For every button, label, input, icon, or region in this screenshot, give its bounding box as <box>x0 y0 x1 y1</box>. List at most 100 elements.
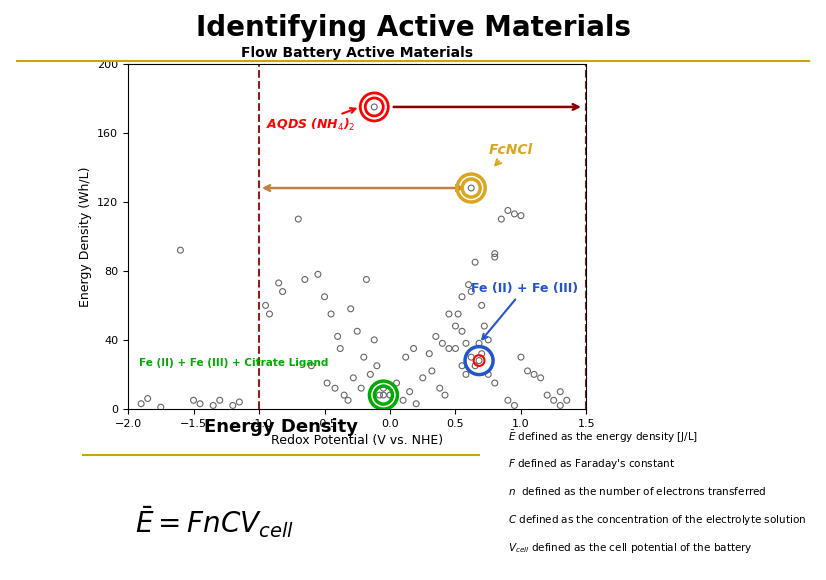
Point <box>433 383 446 393</box>
Point <box>501 206 515 215</box>
Point <box>488 252 501 262</box>
Point <box>334 344 347 353</box>
Point <box>443 309 456 318</box>
Point <box>430 332 443 341</box>
Text: Energy Density: Energy Density <box>204 418 358 436</box>
Text: FcNCl: FcNCl <box>488 143 533 165</box>
Point <box>233 397 246 407</box>
Point <box>292 215 305 224</box>
Text: $C$ defined as the concentration of the electrolyte solution: $C$ defined as the concentration of the … <box>508 513 806 527</box>
Point <box>475 349 488 358</box>
Text: Fe (II) + Fe (III): Fe (II) + Fe (III) <box>471 281 578 339</box>
Point <box>515 211 528 220</box>
Point <box>455 361 468 371</box>
Point <box>173 245 187 255</box>
Point <box>464 183 477 193</box>
Point <box>399 353 412 362</box>
Text: Fe (II) + Fe (III) + Citrate Ligand: Fe (II) + Fe (III) + Citrate Ligand <box>139 358 328 368</box>
Point <box>464 287 477 296</box>
Point <box>410 399 423 408</box>
Point <box>443 344 456 353</box>
Point <box>206 401 220 410</box>
Text: $\bar{E}$ defined as the energy density [J/L]: $\bar{E}$ defined as the energy density … <box>508 429 698 445</box>
Point <box>468 258 482 267</box>
Point <box>135 399 148 408</box>
Text: $n$  defined as the number of electrons transferred: $n$ defined as the number of electrons t… <box>508 485 767 497</box>
Point <box>383 390 396 400</box>
Point <box>459 339 472 348</box>
Point <box>455 327 468 336</box>
Point <box>425 367 439 376</box>
Point <box>320 378 334 387</box>
Point <box>193 399 206 408</box>
Text: $F$ defined as Faraday's constant: $F$ defined as Faraday's constant <box>508 457 675 471</box>
Point <box>455 292 468 302</box>
Point <box>351 327 364 336</box>
Point <box>501 396 515 405</box>
Point <box>154 403 168 412</box>
Point <box>341 396 354 405</box>
Point <box>477 321 491 331</box>
Point <box>515 353 528 362</box>
Point <box>521 367 534 376</box>
Point <box>488 249 501 258</box>
Point <box>488 378 501 387</box>
Point <box>338 390 351 400</box>
Point <box>141 394 154 403</box>
Point <box>553 387 567 396</box>
Point <box>495 215 508 224</box>
X-axis label: Redox Potential (V vs. NHE): Redox Potential (V vs. NHE) <box>271 434 444 447</box>
Point <box>475 300 488 310</box>
Point <box>311 270 325 279</box>
Point <box>452 309 465 318</box>
Point <box>534 373 547 382</box>
Point <box>368 335 381 345</box>
Point <box>482 370 495 379</box>
Point <box>462 280 475 289</box>
Title: Flow Battery Active Materials: Flow Battery Active Materials <box>241 46 473 60</box>
Point <box>331 332 344 341</box>
Point <box>468 361 482 371</box>
Point <box>449 344 462 353</box>
Point <box>368 102 381 111</box>
Point <box>263 309 276 318</box>
Point <box>344 304 358 313</box>
Point <box>508 209 521 219</box>
Point <box>298 275 311 284</box>
Point <box>528 370 541 379</box>
Point <box>325 309 338 318</box>
Point <box>354 383 368 393</box>
Point <box>472 356 486 365</box>
Point <box>423 349 436 358</box>
Point <box>373 390 386 400</box>
Point <box>357 353 370 362</box>
Point <box>547 396 560 405</box>
Point <box>259 300 272 310</box>
Point <box>396 396 410 405</box>
Point <box>464 353 477 362</box>
Point <box>540 390 553 400</box>
Point <box>482 335 495 345</box>
Point <box>272 278 285 288</box>
Point <box>305 361 318 371</box>
Point <box>226 401 240 410</box>
Point <box>407 344 420 353</box>
Point <box>416 373 430 382</box>
Point <box>360 275 373 284</box>
Point <box>347 373 360 382</box>
Text: Identifying Active Materials: Identifying Active Materials <box>196 14 630 42</box>
Y-axis label: Energy Density (Wh/L): Energy Density (Wh/L) <box>78 166 92 307</box>
Point <box>377 390 390 400</box>
Point <box>508 401 521 410</box>
Text: AQDS (NH$_4$)$_2$: AQDS (NH$_4$)$_2$ <box>265 108 355 133</box>
Point <box>439 390 452 400</box>
Point <box>403 387 416 396</box>
Point <box>318 292 331 302</box>
Point <box>377 383 390 393</box>
Point <box>370 361 383 371</box>
Point <box>449 321 462 331</box>
Point <box>329 383 342 393</box>
Point <box>436 339 449 348</box>
Point <box>472 339 486 348</box>
Text: $V_{cell}$ defined as the cell potential of the battery: $V_{cell}$ defined as the cell potential… <box>508 541 752 554</box>
